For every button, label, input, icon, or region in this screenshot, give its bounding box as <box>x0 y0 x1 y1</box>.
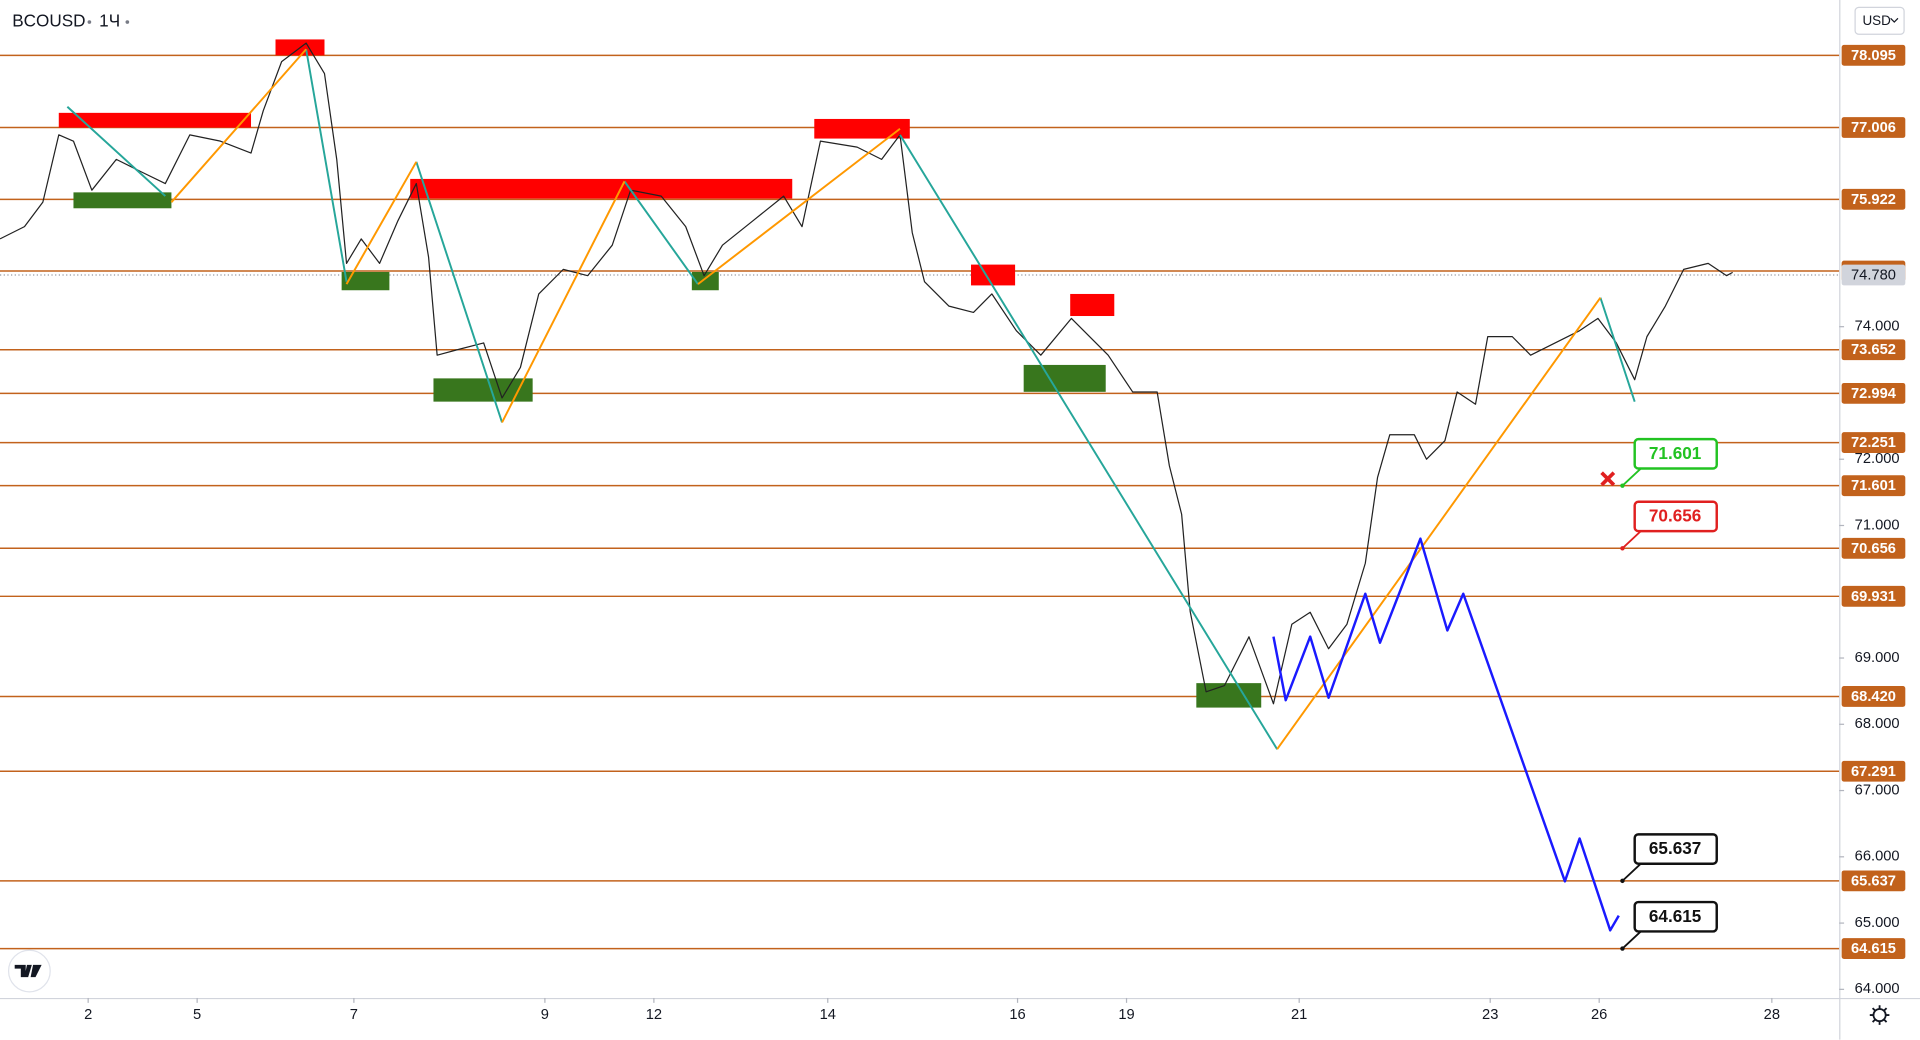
callout-label: 71.601 <box>1649 443 1702 463</box>
x-tick-label: 21 <box>1291 1007 1307 1023</box>
callout-box <box>1633 437 1718 470</box>
x-tick-label: 12 <box>646 1007 662 1023</box>
level-label: 70.656 <box>1851 541 1896 557</box>
callout-anchor <box>1620 946 1625 951</box>
zone <box>58 112 252 128</box>
level-label-box <box>1841 760 1906 782</box>
x-tick-label: 7 <box>350 1007 358 1023</box>
logo-mark <box>14 964 42 978</box>
level-label: 68.420 <box>1851 689 1896 705</box>
level-label-box <box>1841 382 1906 404</box>
zone <box>814 118 910 139</box>
zone <box>73 192 172 209</box>
zone <box>971 264 1016 286</box>
level-label: 78.095 <box>1851 48 1896 64</box>
callout-box <box>1633 900 1718 933</box>
y-tick-label: 74.000 <box>1855 319 1900 335</box>
x-tick-label: 5 <box>193 1007 201 1023</box>
level-label: 65.637 <box>1851 873 1896 889</box>
level-label: 71.601 <box>1851 478 1896 494</box>
zone <box>1196 683 1262 708</box>
y-tick-label: 69.000 <box>1855 650 1900 666</box>
callout-label: 70.656 <box>1649 506 1701 526</box>
x-tick-label: 16 <box>1009 1007 1025 1023</box>
symbol: BCOUSD <box>12 11 85 31</box>
level-label: 73.652 <box>1851 342 1896 358</box>
x-tick-label: 19 <box>1118 1007 1134 1023</box>
zone <box>1070 293 1115 317</box>
x-tick-label: 9 <box>541 1007 549 1023</box>
level-label-box <box>1841 938 1906 960</box>
callout-box <box>1633 500 1718 533</box>
zone <box>433 378 533 402</box>
separator <box>125 20 130 24</box>
series-line <box>66 49 1636 750</box>
gear-teeth <box>1869 1005 1890 1025</box>
zone <box>691 271 719 291</box>
callout-anchor <box>1620 878 1625 884</box>
y-tick-label: 65.000 <box>1855 915 1900 931</box>
callout-label: 65.637 <box>1649 838 1701 858</box>
y-tick-label: 66.000 <box>1855 849 1900 865</box>
level-label: 67.291 <box>1851 764 1896 780</box>
callout-label: 64.615 <box>1649 906 1702 926</box>
y-tick-label: 67.000 <box>1855 782 1900 798</box>
last-price-label: 74.780 <box>1851 267 1896 283</box>
level-label-box <box>1841 475 1906 497</box>
logo[interactable] <box>7 949 51 993</box>
level-label-box <box>1841 870 1906 892</box>
level-label: 72.994 <box>1851 386 1897 402</box>
y-tick-label: 64.000 <box>1855 981 1900 997</box>
zone <box>410 178 793 199</box>
currency-button-box[interactable] <box>1854 6 1905 35</box>
currency-button[interactable]: USD <box>1854 6 1905 35</box>
interval: 1Ч <box>99 11 120 31</box>
level-label-box <box>1841 585 1906 607</box>
level-label-box <box>1841 188 1906 210</box>
x-tick-label: 28 <box>1764 1007 1780 1023</box>
level-label: 64.615 <box>1851 941 1896 957</box>
chevron <box>1890 17 1899 23</box>
level-label-box <box>1841 44 1906 66</box>
series-line <box>1272 537 1620 932</box>
x-tick-label: 14 <box>820 1007 836 1023</box>
callout-anchor <box>1620 483 1625 488</box>
x-tick-label: 23 <box>1482 1007 1498 1023</box>
level-label: 72.251 <box>1851 435 1896 451</box>
invalid-marker <box>1600 471 1616 487</box>
series-line <box>170 48 1602 750</box>
callout-anchor <box>1620 546 1625 551</box>
level-label: 77.006 <box>1851 120 1896 136</box>
callout-box <box>1633 833 1718 865</box>
level-label-box <box>1841 432 1906 453</box>
separator <box>87 20 92 24</box>
last-price-box <box>1841 264 1906 286</box>
y-tick-label: 72.000 <box>1855 451 1900 467</box>
axes: 64.000 65.000 66.000 67.000 68.000 69.000 71.0… <box>84 44 1906 1023</box>
x-tick-label: 2 <box>84 1007 92 1023</box>
level-label-box <box>1841 537 1906 559</box>
settings-icon[interactable] <box>1869 1005 1890 1025</box>
y-tick-label: 68.000 <box>1855 716 1900 732</box>
level-label: 75.922 <box>1851 192 1896 208</box>
currency-label[interactable]: USD <box>1862 13 1891 28</box>
level-label-box <box>1841 686 1906 707</box>
level-label: 69.931 <box>1851 589 1896 605</box>
series-line <box>0 42 1733 705</box>
y-tick-label: 71.000 <box>1855 517 1900 533</box>
zone <box>1023 364 1106 392</box>
level-label-box <box>1841 339 1906 361</box>
plot-area: 71.601 70.656 65.637 64.615 <box>0 39 1840 951</box>
x-tick-label: 26 <box>1591 1007 1607 1023</box>
level-label-box <box>1841 117 1906 138</box>
zone <box>341 271 390 291</box>
